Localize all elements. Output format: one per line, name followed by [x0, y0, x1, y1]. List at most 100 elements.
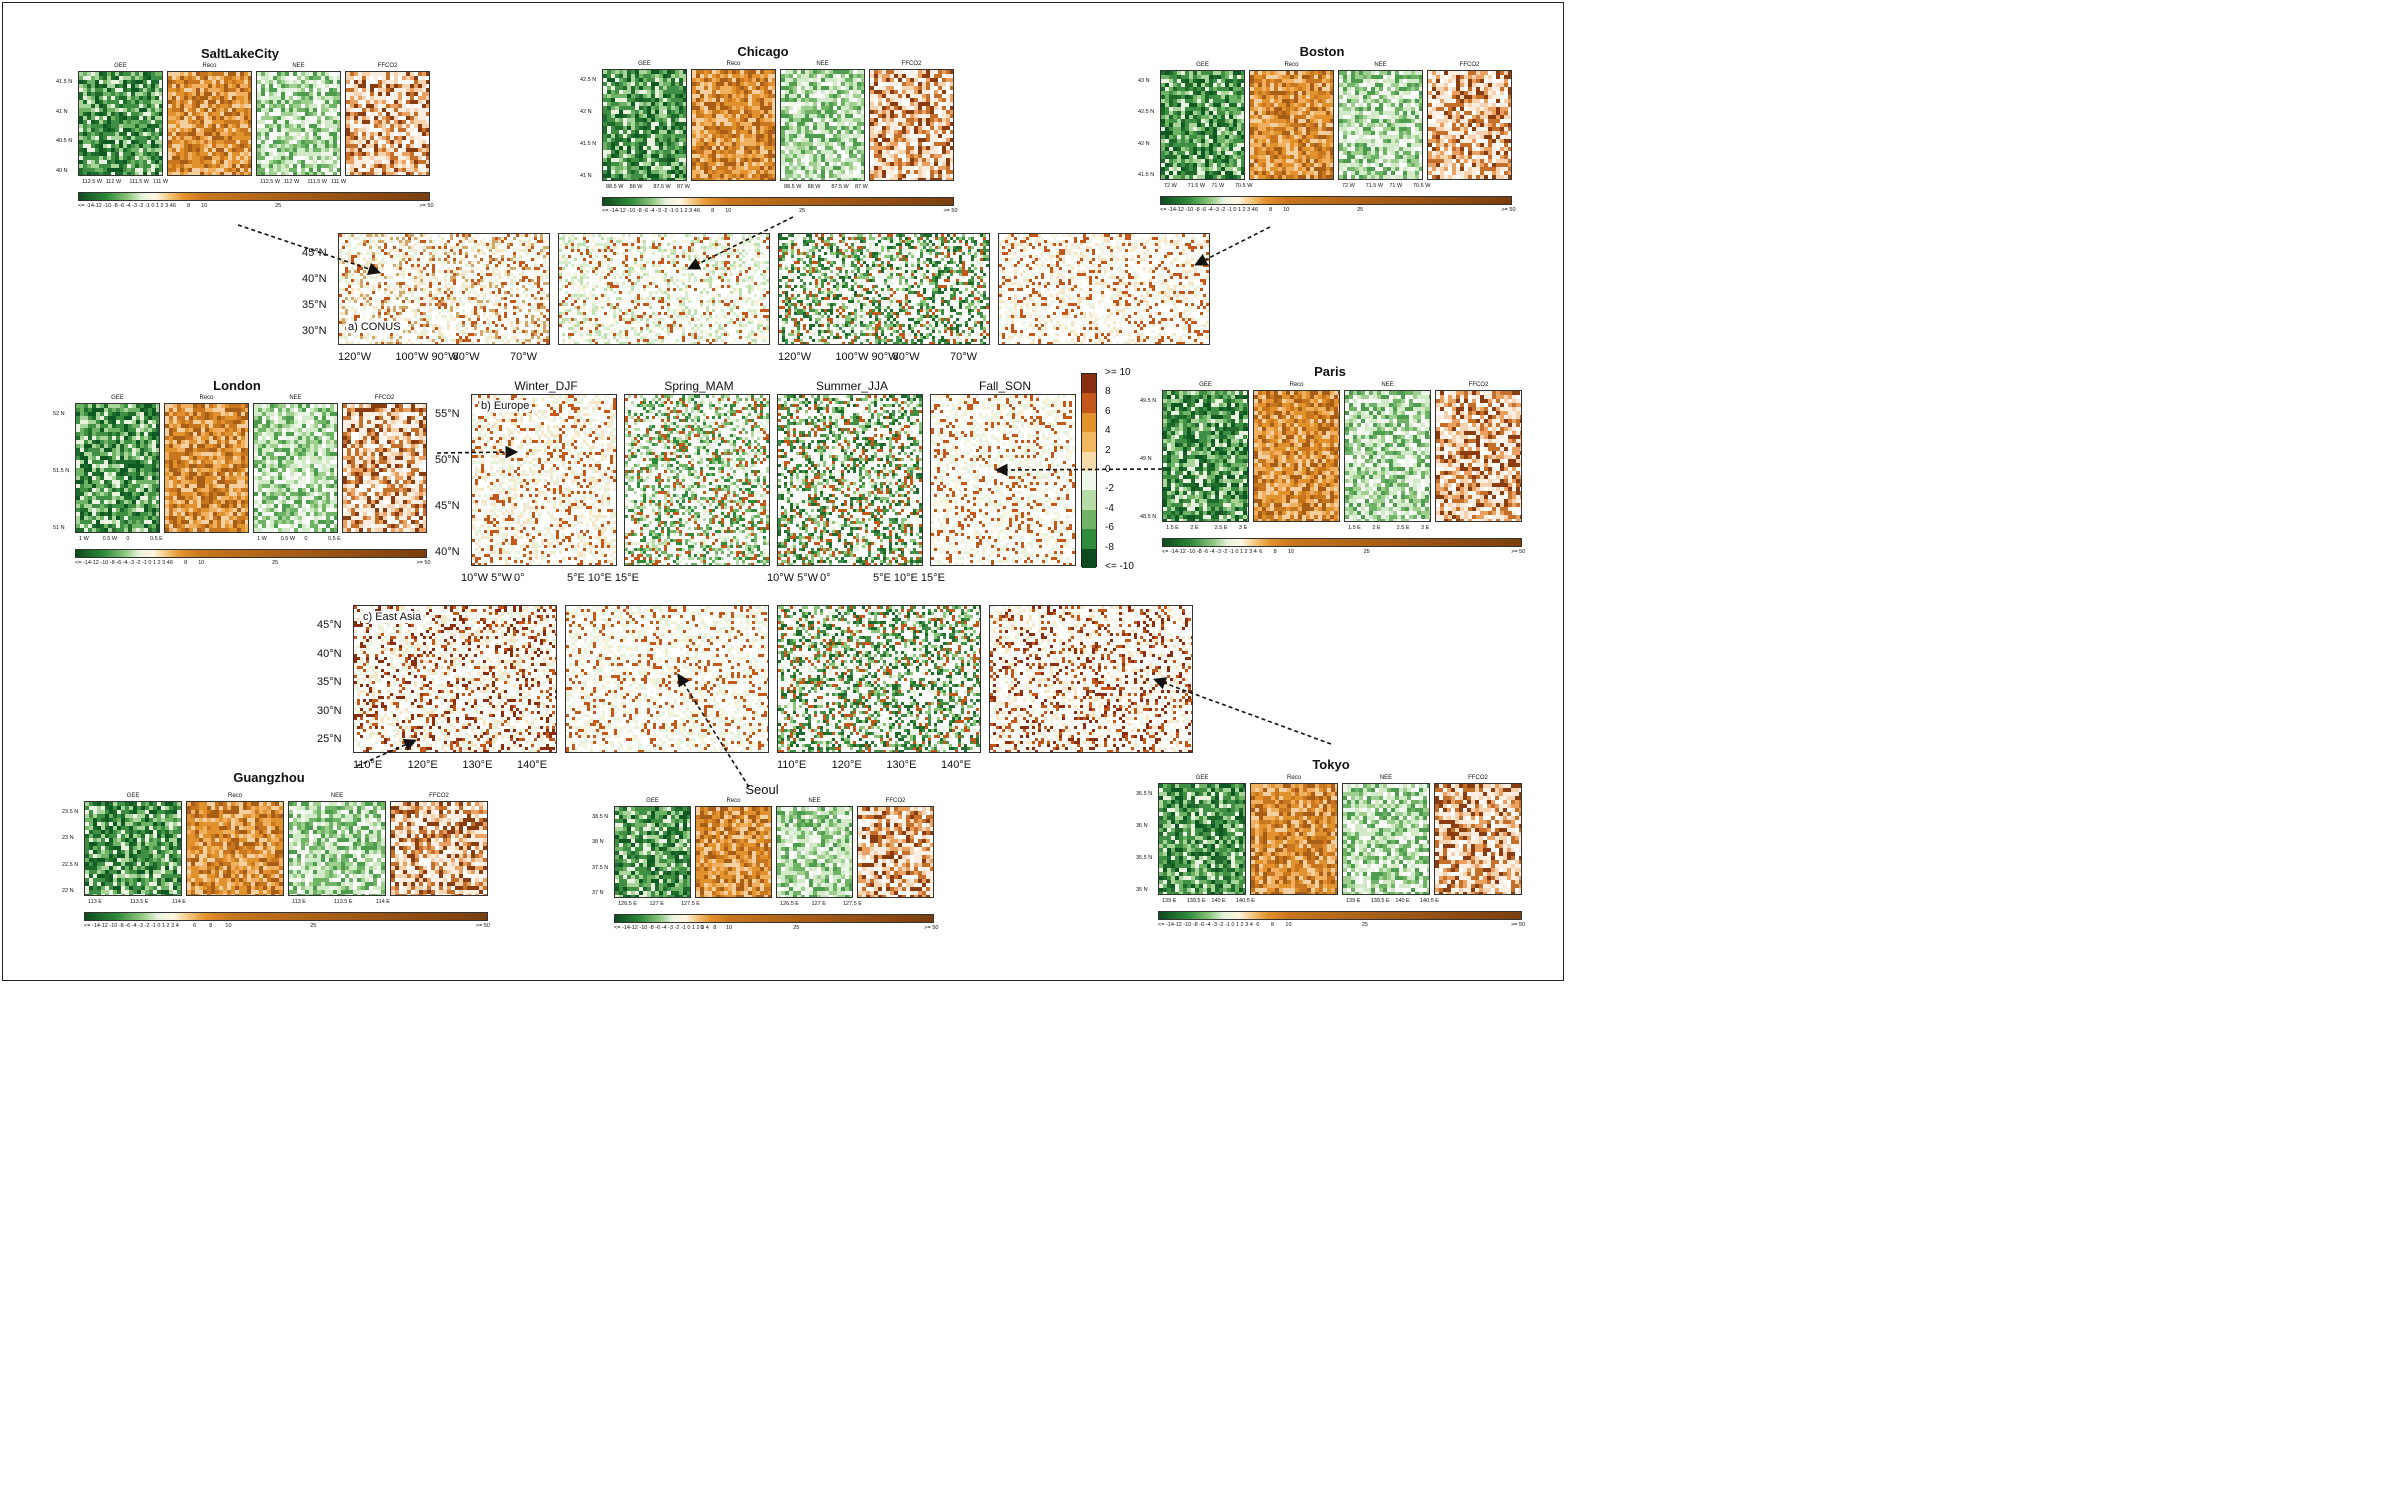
colorbar-tick: 25: [1362, 922, 1368, 928]
colorbar-tick: 8: [209, 923, 212, 929]
x-tick: 140.5 E: [1236, 898, 1255, 904]
y-tick: 38.5 N: [592, 814, 608, 820]
map-panel-nee: [1338, 70, 1423, 180]
colorbar-tick: 25: [272, 560, 278, 566]
map-panel-gee: [84, 801, 182, 896]
colorbar-tick: 10: [1285, 922, 1291, 928]
city-title: Tokyo: [1231, 757, 1431, 772]
colorbar-tick: >= 50: [1511, 922, 1525, 928]
colorbar-tick: >= 50: [419, 203, 433, 209]
colorbar-tick: 10: [1283, 207, 1289, 213]
x-tick: 88.5 W: [784, 184, 801, 190]
colorbar-tick: 6: [173, 203, 176, 209]
colorbar-label: -2: [1105, 483, 1114, 494]
y-axis-tick: 40°N: [317, 648, 342, 660]
panel-title: Reco: [1249, 62, 1334, 68]
season-map: [353, 605, 557, 753]
season-map: [778, 233, 990, 345]
colorbar-tick: 10: [225, 923, 231, 929]
panel-title: NEE: [1342, 775, 1430, 781]
colorbar-tick: 25: [799, 208, 805, 214]
map-panel-gee: [1162, 390, 1249, 522]
x-tick: 126.5 E: [780, 901, 799, 907]
y-tick: 42.5 N: [1138, 109, 1154, 115]
colorbar-label: <= -10: [1105, 561, 1134, 572]
panel-title: NEE: [256, 63, 341, 69]
y-tick: 43 N: [1138, 78, 1150, 84]
y-tick: 35.5 N: [1136, 855, 1152, 861]
y-tick: 41.5 N: [580, 141, 596, 147]
x-tick: 70.5 W: [1235, 183, 1252, 189]
city-title: Seoul: [662, 782, 862, 797]
season-map: [989, 605, 1193, 753]
colorbar-cell: [1082, 412, 1096, 433]
panel-title: FFCO2: [390, 793, 488, 799]
y-tick: 42 N: [580, 109, 592, 115]
colorbar-tick: <= -14-12 -10 -8 -6 -4 -3 -2 -1 0 1 2 3 …: [614, 925, 709, 931]
x-tick: 87 W: [677, 184, 690, 190]
colorbar-tick: <= -14-12 -10 -8 -6 -4 -3 -2 -1 0 1 2 3 …: [1158, 922, 1253, 928]
x-tick: 0.5 W: [281, 536, 295, 542]
y-tick: 51 N: [53, 525, 65, 531]
panel-title: GEE: [614, 798, 691, 804]
panel-title: FFCO2: [342, 395, 427, 401]
map-panel-ffco2: [857, 806, 934, 898]
colorbar-tick: >= 50: [943, 208, 957, 214]
colorbar: [75, 549, 427, 558]
colorbar-cell: [1082, 490, 1096, 510]
y-axis-tick: 40°N: [302, 273, 327, 285]
map-panel-nee: [780, 69, 865, 181]
colorbar-tick: 8: [184, 560, 187, 566]
colorbar-tick: >= 50: [1511, 549, 1525, 555]
y-tick: 48.5 N: [1140, 514, 1156, 520]
city-title: SaltLakeCity: [140, 46, 340, 61]
colorbar-tick: >= 50: [416, 560, 430, 566]
x-tick: 111 W: [331, 179, 346, 185]
colorbar-tick: 25: [793, 925, 799, 931]
x-axis-tick: 130°E: [886, 759, 916, 771]
colorbar-cell: [1082, 470, 1096, 491]
colorbar-label: -8: [1105, 542, 1114, 553]
x-tick: 127.5 E: [843, 901, 862, 907]
season-map: [471, 394, 617, 566]
map-panel-reco: [164, 403, 249, 533]
y-axis-tick: 45°N: [302, 247, 327, 259]
x-tick: 139.5 E: [1187, 898, 1206, 904]
y-tick: 36 N: [1136, 823, 1148, 829]
colorbar-tick: 25: [1364, 549, 1370, 555]
map-panel-reco: [1250, 783, 1338, 895]
y-axis-tick: 25°N: [317, 733, 342, 745]
x-axis-tick: 10°W 5°W: [461, 572, 512, 584]
colorbar-label: >= 10: [1105, 367, 1131, 378]
x-tick: 3 E: [1421, 525, 1429, 531]
y-tick: 23 N: [62, 835, 74, 841]
x-axis-tick: 70°W: [510, 351, 537, 363]
x-tick: 113.5 E: [130, 899, 149, 905]
figure-frame: [2, 2, 1564, 981]
colorbar: [614, 914, 934, 923]
x-tick: 71 W: [1211, 183, 1224, 189]
x-tick: 0.5 E: [150, 536, 163, 542]
x-axis-tick: 120°W: [778, 351, 811, 363]
x-tick: 139 E: [1162, 898, 1176, 904]
map-panel-gee: [614, 806, 691, 898]
colorbar-label: -4: [1105, 503, 1114, 514]
x-tick: 87.5 W: [653, 184, 670, 190]
map-panel-nee: [253, 403, 338, 533]
x-tick: 1 W: [79, 536, 89, 542]
x-tick: 72 W: [1342, 183, 1355, 189]
y-axis-tick: 35°N: [317, 676, 342, 688]
panel-title: FFCO2: [1434, 775, 1522, 781]
map-panel-gee: [1160, 70, 1245, 180]
panel-title: GEE: [78, 63, 163, 69]
y-tick: 41.5 N: [56, 79, 72, 85]
x-tick: 126.5 E: [618, 901, 637, 907]
y-axis-tick: 40°N: [435, 546, 460, 558]
panel-title: Reco: [1250, 775, 1338, 781]
x-axis-tick: 120°E: [832, 759, 862, 771]
x-tick: 139.5 E: [1371, 898, 1390, 904]
region-label: b) Europe: [479, 400, 532, 412]
colorbar-tick: 10: [198, 560, 204, 566]
x-tick: 114 E: [172, 899, 186, 905]
x-tick: 0: [304, 536, 307, 542]
